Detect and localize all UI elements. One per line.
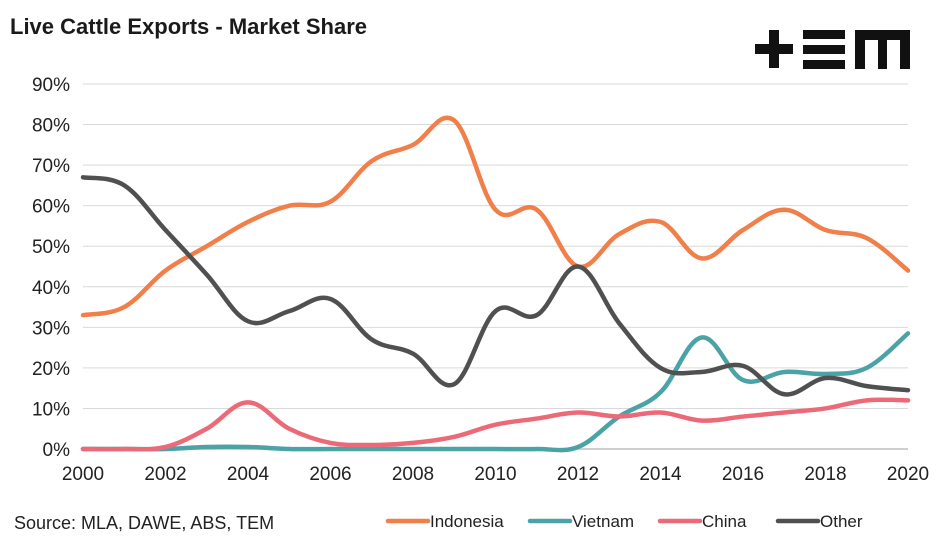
y-axis-ticks: 0% 10% 20% 30% 40% 50% 60% 70% 80% 90% <box>32 75 70 461</box>
series-line-other <box>80 175 911 397</box>
tem-logo <box>755 30 910 69</box>
x-tick-label: 2014 <box>639 464 682 485</box>
y-tick-label: 20% <box>32 359 70 380</box>
y-tick-label: 40% <box>32 278 70 299</box>
x-tick-label: 2018 <box>804 464 846 485</box>
x-tick-label: 2010 <box>474 464 516 485</box>
logo-m <box>855 30 910 69</box>
y-tick-label: 90% <box>32 75 70 96</box>
x-tick-label: 2006 <box>309 464 351 485</box>
gridlines <box>83 83 908 409</box>
series-line-china <box>80 397 911 452</box>
x-tick-label: 2004 <box>227 464 270 485</box>
series-lines <box>80 115 911 453</box>
y-tick-label: 70% <box>32 156 70 177</box>
y-tick-label: 50% <box>32 237 70 258</box>
legend-label-indonesia: Indonesia <box>430 512 504 531</box>
x-tick-label: 2020 <box>887 464 929 485</box>
y-tick-label: 30% <box>32 318 70 339</box>
source-note: Source: MLA, DAWE, ABS, TEM <box>14 513 275 533</box>
logo-e-mid <box>803 45 845 54</box>
legend-label-vietnam: Vietnam <box>572 512 634 531</box>
logo-e-top <box>803 30 845 39</box>
logo-plus-v <box>769 30 779 68</box>
y-tick-label: 10% <box>32 399 70 420</box>
x-tick-label: 2016 <box>722 464 764 485</box>
series-line-indonesia <box>80 115 911 318</box>
x-axis-ticks: 2000 2002 2004 2006 2008 2010 2012 2014 2016 2018… <box>62 464 929 485</box>
x-tick-label: 2008 <box>392 464 434 485</box>
x-tick-label: 2012 <box>557 464 599 485</box>
legend: Indonesia Vietnam China Other <box>385 512 863 531</box>
y-tick-label: 80% <box>32 116 70 137</box>
y-tick-label: 0% <box>43 440 71 461</box>
y-tick-label: 60% <box>32 197 70 218</box>
x-tick-label: 2000 <box>62 464 104 485</box>
chart-title: Live Cattle Exports - Market Share <box>10 14 368 39</box>
logo-e-bot <box>803 60 845 69</box>
x-tick-label: 2002 <box>144 464 186 485</box>
series-line-vietnam <box>80 331 911 453</box>
legend-label-china: China <box>702 512 747 531</box>
legend-label-other: Other <box>820 512 863 531</box>
